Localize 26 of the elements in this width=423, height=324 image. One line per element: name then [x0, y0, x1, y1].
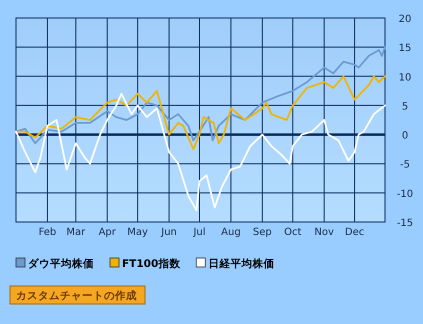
text: カスタムチャートの作成 — [16, 289, 137, 302]
y-tick-label: -10 — [396, 188, 414, 200]
x-tick-label: Jun — [160, 227, 177, 238]
line-series — [15, 75, 386, 150]
x-tick-label: Aug — [221, 227, 241, 238]
x-tick-label: Feb — [38, 227, 56, 238]
y-tick-label: 20 — [398, 14, 412, 25]
legend-label: ダウ平均株価 — [28, 257, 94, 270]
x-tick-label: May — [127, 227, 148, 238]
x-tick-label: Mar — [66, 227, 86, 238]
x-tick-label: Oct — [284, 227, 302, 238]
y-tick-label: 0 — [402, 130, 408, 142]
y-tick-label: 15 — [398, 43, 412, 54]
y-tick-label: 5 — [402, 101, 408, 112]
line-series — [15, 92, 386, 212]
y-tick-label: -5 — [400, 160, 410, 171]
y-tick-label: -15 — [396, 218, 414, 229]
legend-label: FT100指数 — [122, 257, 182, 270]
x-tick-label: Jul — [192, 227, 206, 238]
legend-label: 日経平均株価 — [208, 257, 274, 270]
y-tick-label: 10 — [398, 72, 412, 84]
line-series — [15, 46, 386, 144]
x-tick-label: Nov — [314, 227, 334, 238]
x-tick-label: Dec — [344, 227, 364, 238]
x-tick-label: Sep — [252, 227, 272, 238]
x-tick-label: Apr — [98, 227, 117, 238]
